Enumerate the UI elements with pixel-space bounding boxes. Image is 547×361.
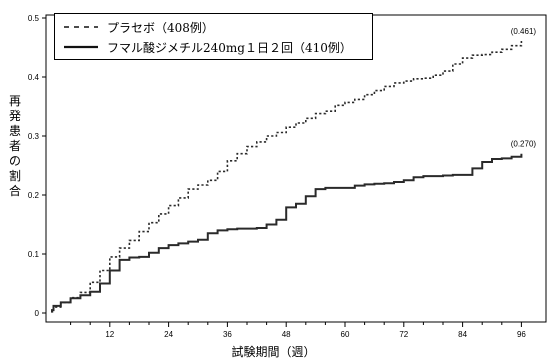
x-tick-label: 24: [164, 330, 173, 339]
legend-swatch-dashed: [64, 26, 98, 28]
chart-series-layer: [51, 41, 523, 313]
y-axis-label-char: 合: [8, 184, 21, 198]
y-axis-label-char: 患: [8, 124, 21, 138]
y-axis-label-char: 発: [8, 109, 21, 123]
chart-labels-layer: (0.461) (0.270): [511, 27, 537, 149]
legend-label-placebo: プラセボ（408例）: [107, 20, 214, 35]
y-axis-label-char: 割: [8, 169, 21, 183]
x-tick-label: 60: [341, 330, 350, 339]
legend-swatch-solid: [64, 45, 98, 49]
legend-entry-dmf: フマル酸ジメチル240mg１日２回（410例）: [63, 37, 352, 57]
chart-legend: プラセボ（408例） フマル酸ジメチル240mg１日２回（410例）: [54, 13, 373, 60]
y-tick-label: 0: [35, 309, 40, 318]
x-axis-label: 試験期間（週）: [231, 345, 316, 359]
x-tick-label: 36: [223, 330, 232, 339]
legend-label-dmf: フマル酸ジメチル240mg１日２回（410例）: [107, 40, 352, 55]
end-value-label-placebo: (0.461): [511, 27, 537, 36]
y-axis-label-char: 再: [8, 94, 21, 108]
series-line-dmf: [51, 153, 523, 312]
y-tick-label: 0.2: [28, 191, 40, 200]
plot-frame: [45, 14, 547, 323]
y-tick-label: 0.5: [28, 14, 40, 23]
x-tick-label: 72: [399, 330, 408, 339]
y-tick-label: 0.1: [28, 250, 40, 259]
end-value-label-dmf: (0.270): [511, 140, 537, 149]
y-axis-label-char: の: [8, 154, 21, 168]
x-tick-label: 84: [458, 330, 467, 339]
y-tick-label: 0.3: [28, 132, 40, 141]
x-tick-label: 48: [282, 330, 291, 339]
y-axis-label-char: 者: [8, 139, 21, 153]
series-line-placebo: [51, 41, 523, 313]
legend-entry-placebo: プラセボ（408例）: [63, 17, 214, 37]
x-tick-label: 96: [517, 330, 526, 339]
y-axis-label: 再発患者の割合: [7, 94, 23, 199]
x-tick-label: 12: [105, 330, 114, 339]
y-tick-label: 0.4: [28, 73, 40, 82]
chart-axes: 0 0.1 0.2 0.3 0.4 0.5 12 24 36 48 60 72 84 96: [28, 14, 547, 339]
